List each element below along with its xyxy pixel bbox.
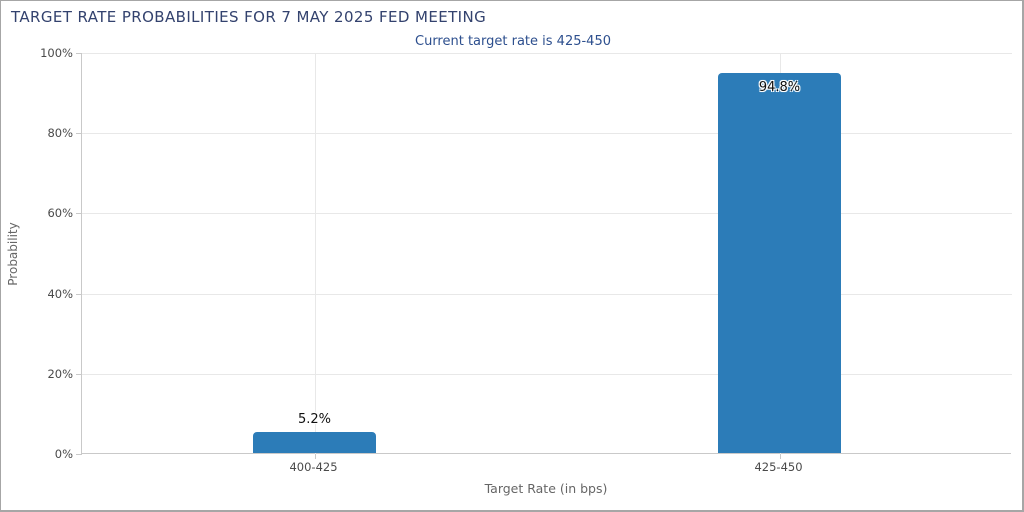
y-gridline xyxy=(82,213,1012,215)
y-tick-label: 40% xyxy=(47,286,73,301)
y-tick-label: 80% xyxy=(47,126,73,141)
y-tick-mark xyxy=(76,213,82,215)
y-gridline xyxy=(82,293,1012,295)
y-tick-mark xyxy=(76,53,82,54)
y-tick-label: 20% xyxy=(47,366,73,381)
chart-subtitle: Current target rate is 425-450 xyxy=(415,34,611,49)
chart-title: TARGET RATE PROBABILITIES FOR 7 MAY 2025… xyxy=(11,8,487,26)
y-tick-mark xyxy=(76,373,82,375)
x-gridline xyxy=(314,53,316,454)
bar-value-label: 5.2% xyxy=(297,412,332,428)
y-tick-label: 100% xyxy=(40,46,73,60)
y-gridline xyxy=(82,53,1012,54)
bar-value-label: 94.8% xyxy=(758,79,801,95)
y-tick-label: 60% xyxy=(47,206,73,221)
y-tick-mark xyxy=(76,293,82,295)
x-tick-label: 400-425 xyxy=(289,460,338,474)
x-axis-title: Target Rate (in bps) xyxy=(484,481,608,496)
plot-area: 5.2% 94.8% xyxy=(76,53,1012,459)
x-tick-label: 425-450 xyxy=(754,460,803,474)
y-gridline xyxy=(82,373,1012,375)
y-tick-label: 0% xyxy=(54,447,73,461)
x-tick-mark xyxy=(314,454,316,459)
y-tick-mark xyxy=(76,454,82,455)
probability-bar[interactable] xyxy=(253,432,376,453)
y-gridline xyxy=(82,133,1012,135)
x-tick-mark xyxy=(779,454,781,459)
y-tick-mark xyxy=(76,133,82,135)
probability-bar[interactable] xyxy=(718,72,841,453)
